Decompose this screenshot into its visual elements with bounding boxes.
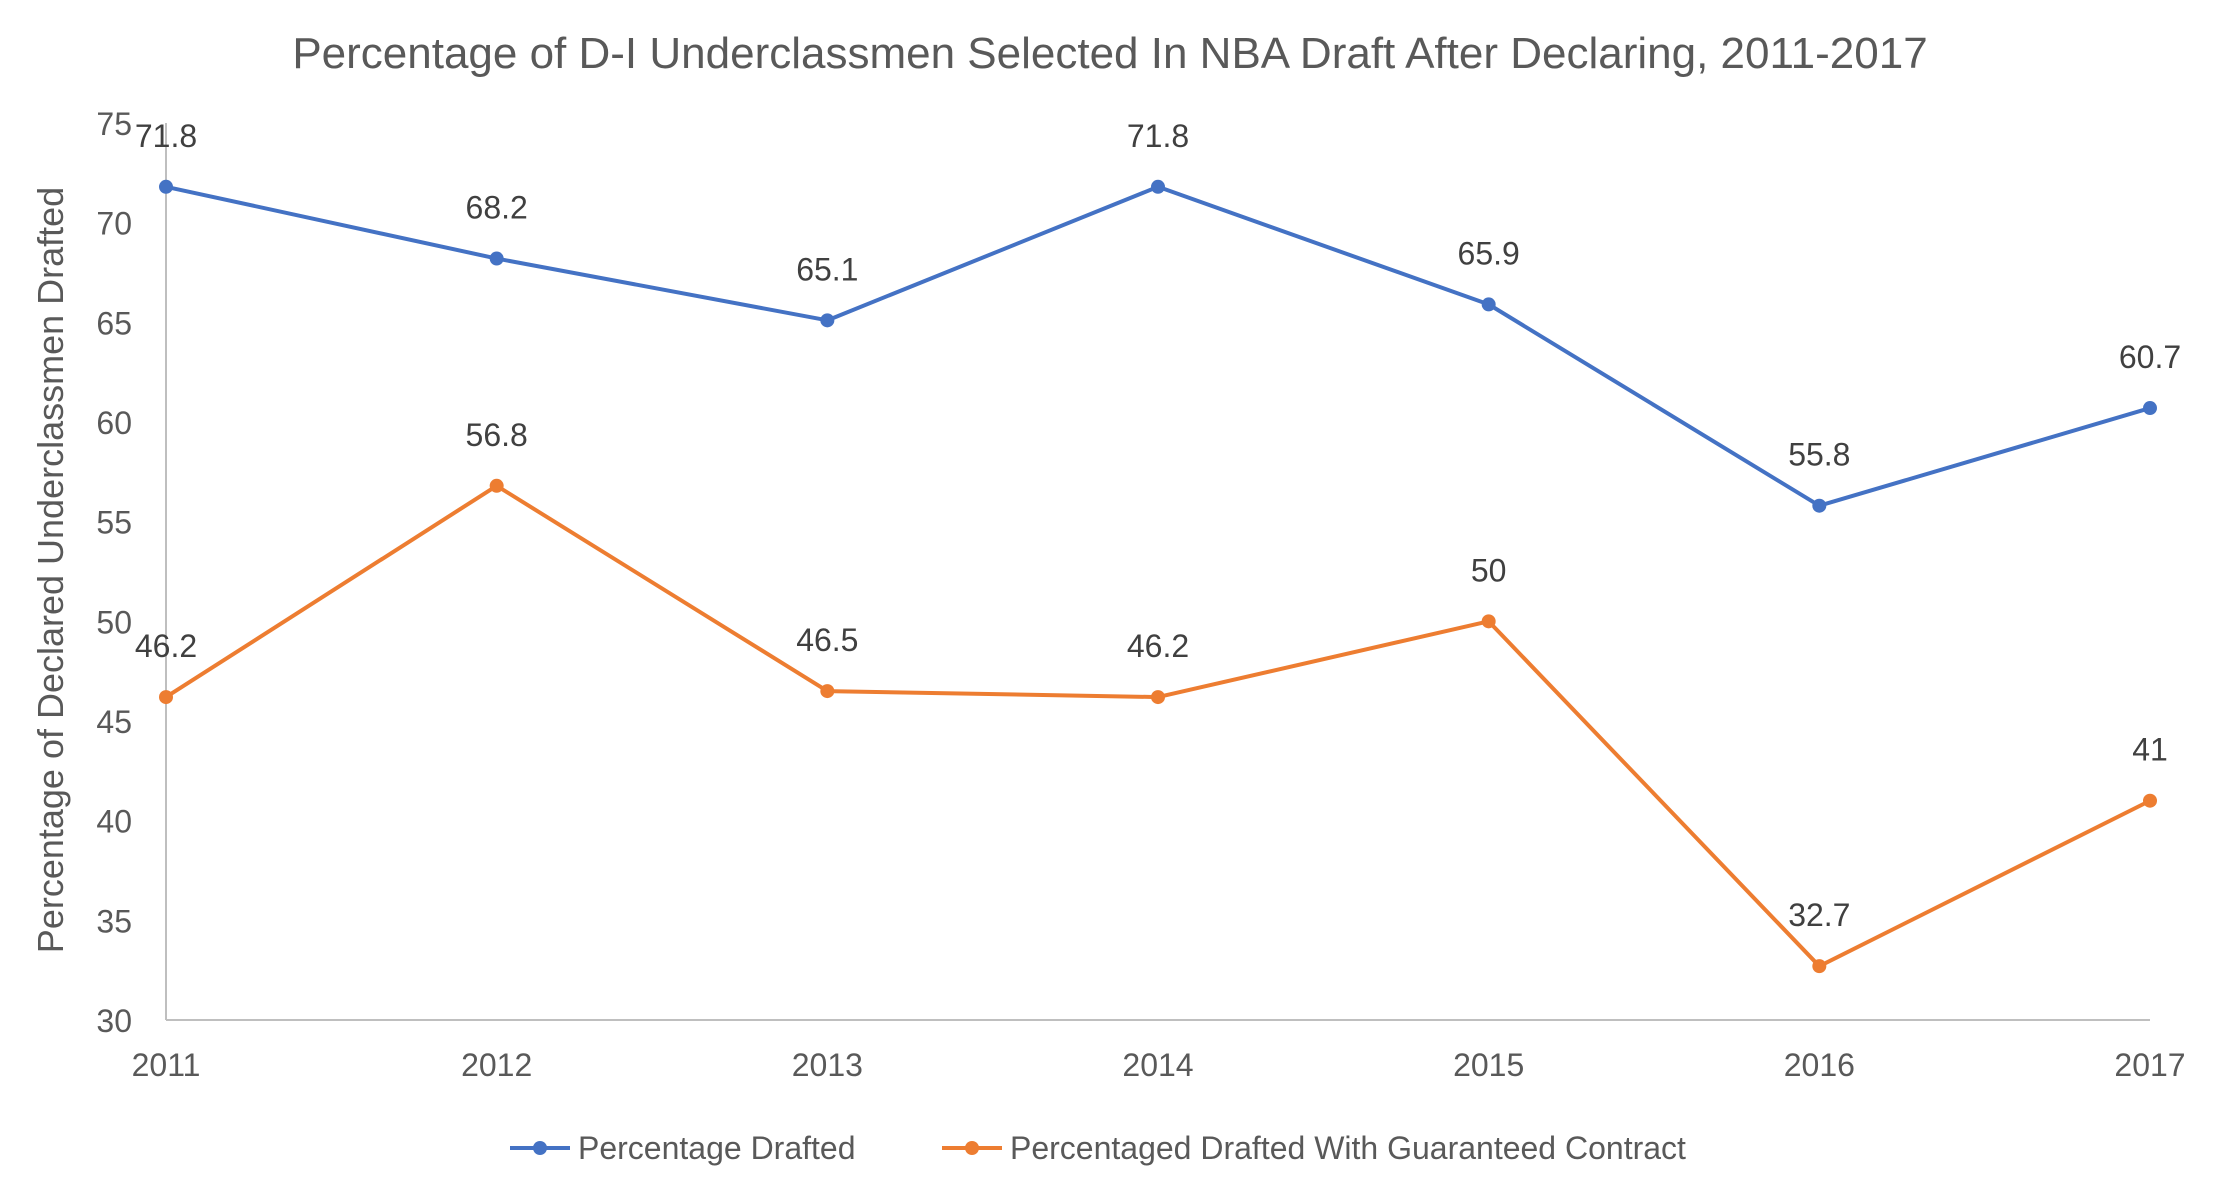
data-label: 46.2 bbox=[135, 628, 197, 664]
data-point bbox=[1481, 614, 1496, 629]
data-point bbox=[2143, 401, 2157, 416]
data-label: 71.8 bbox=[1127, 118, 1189, 154]
y-tick-label: 40 bbox=[96, 804, 132, 840]
data-label: 65.9 bbox=[1458, 235, 1520, 271]
data-point bbox=[159, 179, 173, 194]
data-point bbox=[1812, 498, 1827, 513]
data-point bbox=[1151, 179, 1165, 194]
data-label: 41 bbox=[2132, 732, 2168, 768]
x-tick-label: 2017 bbox=[2114, 1047, 2185, 1083]
data-label: 60.7 bbox=[2119, 339, 2181, 375]
data-point bbox=[489, 251, 504, 266]
legend-swatch-marker bbox=[533, 1141, 547, 1155]
data-labels: 71.8 68.2 65.1 71.8 65.9 55.8 60.7 46.2 56.8 46.5… bbox=[135, 118, 2181, 933]
legend-item: Percentage Drafted bbox=[510, 1130, 856, 1166]
data-label: 71.8 bbox=[135, 118, 197, 154]
x-tick-label: 2012 bbox=[461, 1047, 532, 1083]
legend: Percentage Drafted Percentaged Drafted Wi… bbox=[510, 1130, 1686, 1166]
x-tick-label: 2014 bbox=[1122, 1047, 1193, 1083]
data-label: 68.2 bbox=[466, 190, 528, 226]
x-tick-label: 2011 bbox=[132, 1047, 201, 1083]
x-tick-label: 2015 bbox=[1453, 1047, 1524, 1083]
series-layer bbox=[159, 179, 2157, 974]
series-line bbox=[164, 483, 2151, 969]
x-tick-label: 2016 bbox=[1784, 1047, 1855, 1083]
data-point bbox=[1481, 297, 1496, 312]
y-axis-label: Percentage of Declared Underclassmen Dra… bbox=[30, 187, 71, 953]
legend-label: Percentage Drafted bbox=[578, 1130, 856, 1166]
y-tick-label: 35 bbox=[96, 903, 132, 939]
data-point bbox=[489, 478, 504, 493]
data-point bbox=[1151, 690, 1165, 705]
y-tick-label: 55 bbox=[96, 505, 132, 541]
y-tick-label: 50 bbox=[96, 604, 132, 640]
data-point bbox=[820, 684, 835, 699]
y-tick-label: 60 bbox=[96, 405, 132, 441]
legend-item: Percentaged Drafted With Guaranteed Cont… bbox=[942, 1130, 1686, 1166]
data-point bbox=[2143, 793, 2157, 808]
legend-label: Percentaged Drafted With Guaranteed Cont… bbox=[1010, 1130, 1686, 1166]
y-tick-label: 30 bbox=[96, 1003, 132, 1039]
data-label: 46.5 bbox=[796, 622, 858, 658]
data-label: 50 bbox=[1471, 552, 1507, 588]
y-tick-label: 70 bbox=[96, 206, 132, 242]
y-tick-label: 75 bbox=[96, 106, 132, 142]
data-label: 32.7 bbox=[1788, 897, 1850, 933]
y-tick-label: 65 bbox=[96, 305, 132, 341]
data-point bbox=[159, 690, 173, 705]
data-point bbox=[820, 313, 835, 328]
series-line bbox=[165, 184, 2151, 508]
legend-swatch-marker bbox=[965, 1141, 979, 1155]
y-tick-label: 45 bbox=[96, 704, 132, 740]
chart-title: Percentage of D-I Underclassmen Selected… bbox=[292, 29, 1927, 78]
data-point bbox=[1812, 959, 1827, 974]
data-label: 55.8 bbox=[1788, 437, 1850, 473]
data-label: 46.2 bbox=[1127, 628, 1189, 664]
data-label: 65.1 bbox=[796, 251, 858, 287]
x-tick-label: 2013 bbox=[792, 1047, 863, 1083]
axes: 30 35 40 45 50 55 60 65 70 75 2011 2012 2013 2014 2015… bbox=[96, 106, 2185, 1083]
data-label: 56.8 bbox=[466, 417, 528, 453]
